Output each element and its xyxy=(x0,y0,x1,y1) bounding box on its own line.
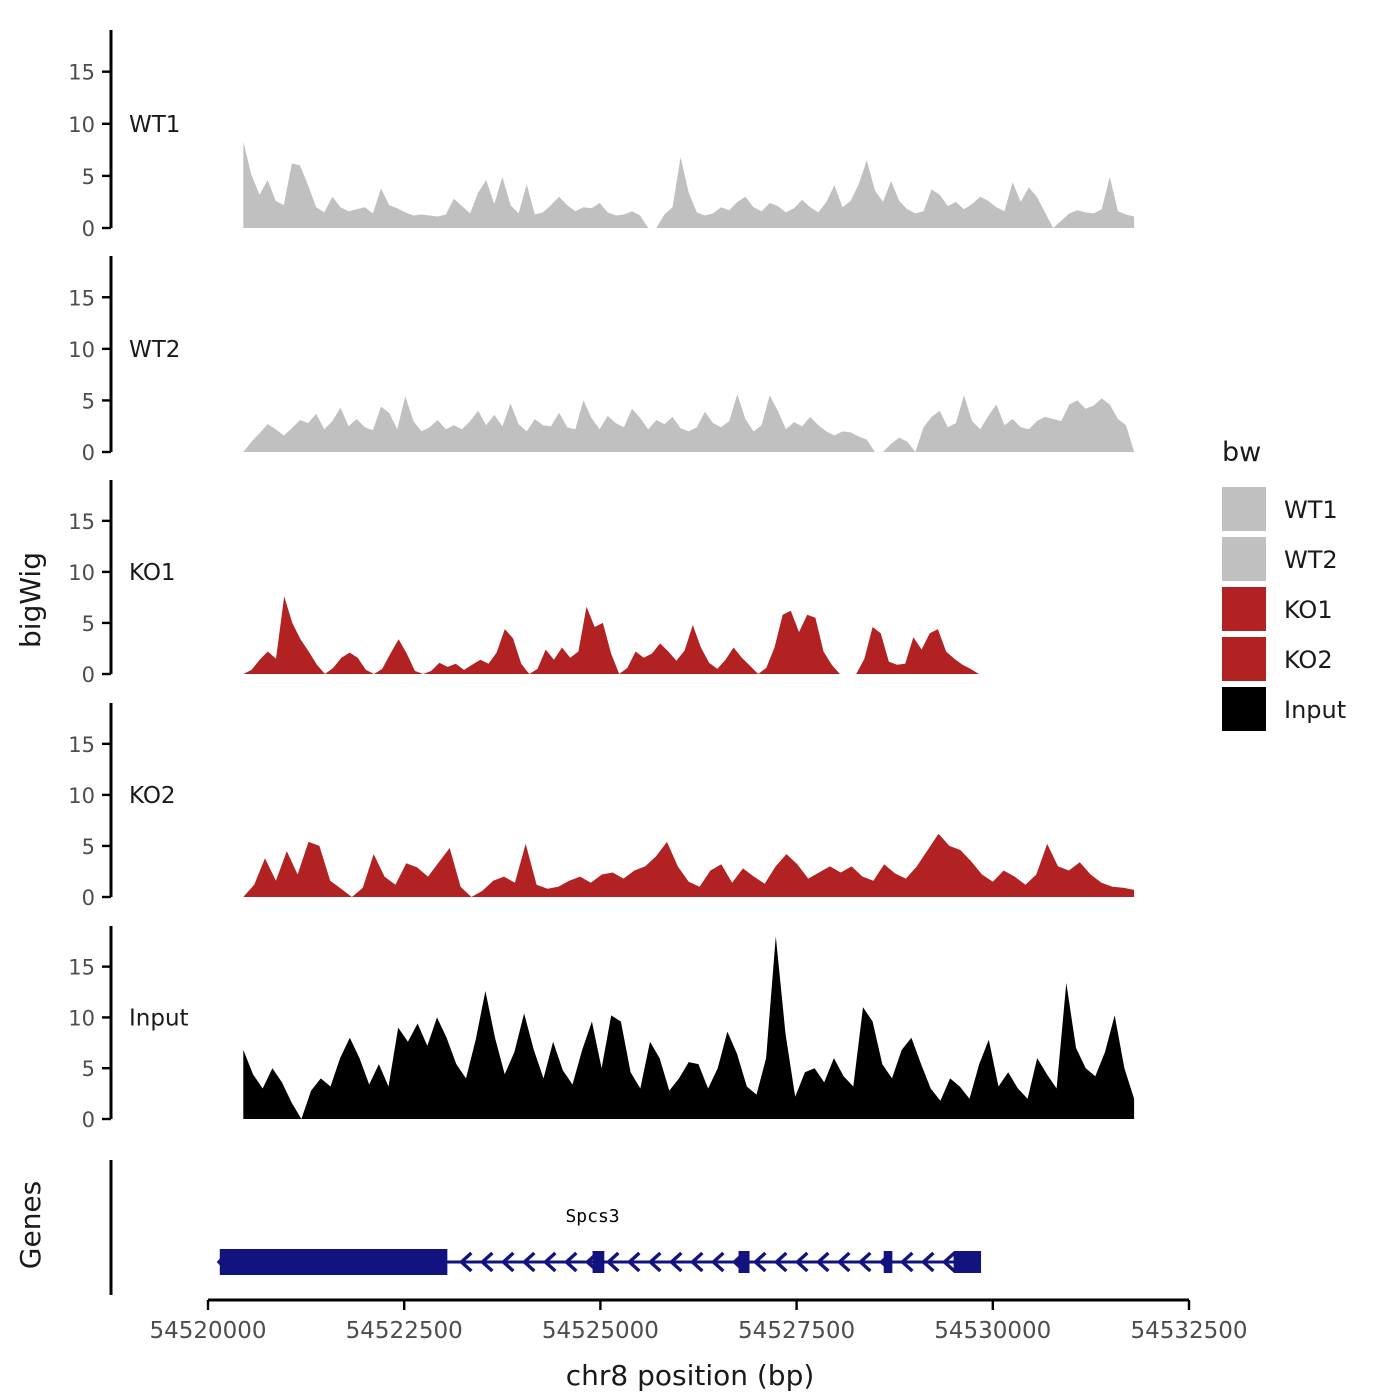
legend-label-ko2[interactable]: KO2 xyxy=(1284,646,1333,674)
x-tick-label: 54530000 xyxy=(934,1318,1051,1344)
area-wt1 xyxy=(243,141,1135,228)
x-axis-title: chr8 position (bp) xyxy=(566,1359,815,1392)
y-tick-label: 0 xyxy=(82,217,95,241)
y-tick-label: 0 xyxy=(82,663,95,687)
x-axis: 54520000 54522500 54525000 54527500 54530000… xyxy=(149,1298,1248,1344)
track-panels: 0 5 10 15 WT1 0 5 10 15 WT2 0 5 10 15 KO1 0 5 10 15 KO2 0 5 10… xyxy=(68,30,1135,1132)
y-tick-label: 0 xyxy=(82,1108,95,1132)
x-tick-label: 54527500 xyxy=(738,1318,855,1344)
strand-arrow-icon xyxy=(668,1251,683,1273)
y-tick-label: 10 xyxy=(68,561,95,585)
legend-title: bw xyxy=(1222,437,1261,468)
strand-arrow-icon xyxy=(689,1251,704,1273)
y-tick-label: 10 xyxy=(68,338,95,362)
genes-panel: Spcs3 xyxy=(109,1160,982,1295)
y-tick-label: 0 xyxy=(82,441,95,465)
track-label-wt1: WT1 xyxy=(129,112,180,138)
y-tick-label: 10 xyxy=(68,113,95,137)
strand-arrow-icon xyxy=(857,1251,872,1273)
gene-name-label: Spcs3 xyxy=(565,1206,619,1227)
y-tick-label: 5 xyxy=(82,1057,95,1081)
gene-exon[interactable] xyxy=(953,1251,982,1273)
gene-exon[interactable] xyxy=(219,1249,448,1275)
y-tick-label: 5 xyxy=(82,612,95,636)
area-wt2 xyxy=(243,394,1135,452)
y-tick-label: 15 xyxy=(68,733,95,757)
gene-start-arrow-icon xyxy=(216,1251,227,1273)
track-wt2: 0 5 10 15 WT2 xyxy=(68,256,1135,465)
strand-arrow-icon xyxy=(815,1251,830,1273)
strand-arrow-icon xyxy=(710,1251,725,1273)
track-label-ko1: KO1 xyxy=(129,560,176,586)
y-tick-label: 15 xyxy=(68,956,95,980)
strand-arrow-icon xyxy=(647,1251,662,1273)
strand-arrow-icon xyxy=(899,1251,914,1273)
area-ko2 xyxy=(243,833,1135,897)
track-ko2: 0 5 10 15 KO2 xyxy=(68,703,1135,910)
x-tick-label: 54522500 xyxy=(346,1318,463,1344)
track-label-input: Input xyxy=(129,1005,189,1031)
strand-arrow-icon xyxy=(605,1251,620,1273)
x-tick-label: 54525000 xyxy=(542,1318,659,1344)
strand-arrow-icon xyxy=(941,1251,956,1273)
gene-exon[interactable] xyxy=(738,1251,750,1273)
legend-label-wt1[interactable]: WT1 xyxy=(1284,496,1338,524)
track-ko1: 0 5 10 15 KO1 xyxy=(68,480,1135,687)
track-wt1: 0 5 10 15 WT1 xyxy=(68,30,1135,241)
y-tick-label: 10 xyxy=(68,1006,95,1030)
track-input: 0 5 10 15 Input xyxy=(68,926,1135,1132)
strand-arrow-icon xyxy=(773,1251,788,1273)
legend-swatch-wt2[interactable] xyxy=(1222,537,1266,581)
strand-arrow-icon xyxy=(563,1251,578,1273)
y-tick-label: 15 xyxy=(68,61,95,85)
strand-arrow-icon xyxy=(626,1251,641,1273)
legend-label-input[interactable]: Input xyxy=(1284,696,1346,724)
area-ko1 xyxy=(243,596,1135,674)
strand-arrow-icon xyxy=(521,1251,536,1273)
strand-arrow-icon xyxy=(500,1251,515,1273)
genes-axis-title: Genes xyxy=(14,1181,47,1269)
y-tick-label: 0 xyxy=(82,886,95,910)
strand-arrow-icon xyxy=(794,1251,809,1273)
y-tick-label: 5 xyxy=(82,165,95,189)
y-tick-label: 5 xyxy=(82,835,95,859)
strand-arrow-icon xyxy=(836,1251,851,1273)
y-tick-label: 5 xyxy=(82,389,95,413)
area-input xyxy=(243,936,1135,1119)
legend-swatch-input[interactable] xyxy=(1222,687,1266,731)
x-tick-label: 54520000 xyxy=(149,1318,266,1344)
strand-arrow-icon xyxy=(542,1251,557,1273)
legend[interactable]: bw WT1 WT2 KO1 KO2 Input xyxy=(1222,437,1346,731)
legend-label-wt2[interactable]: WT2 xyxy=(1284,546,1338,574)
legend-label-ko1[interactable]: KO1 xyxy=(1284,596,1333,624)
strand-arrow-icon xyxy=(458,1251,473,1273)
y-axis-title: bigWig xyxy=(14,552,47,648)
track-label-wt2: WT2 xyxy=(129,337,180,363)
x-tick-label: 54532500 xyxy=(1130,1318,1247,1344)
y-tick-label: 10 xyxy=(68,784,95,808)
y-tick-label: 15 xyxy=(68,510,95,534)
strand-arrow-icon xyxy=(920,1251,935,1273)
strand-arrow-icon xyxy=(479,1251,494,1273)
y-tick-label: 15 xyxy=(68,286,95,310)
legend-swatch-wt1[interactable] xyxy=(1222,487,1266,531)
gene-exon[interactable] xyxy=(592,1251,605,1273)
strand-arrow-icon xyxy=(752,1251,767,1273)
track-label-ko2: KO2 xyxy=(129,783,176,809)
legend-swatch-ko2[interactable] xyxy=(1222,637,1266,681)
legend-swatch-ko1[interactable] xyxy=(1222,587,1266,631)
gene-exon[interactable] xyxy=(883,1251,893,1273)
